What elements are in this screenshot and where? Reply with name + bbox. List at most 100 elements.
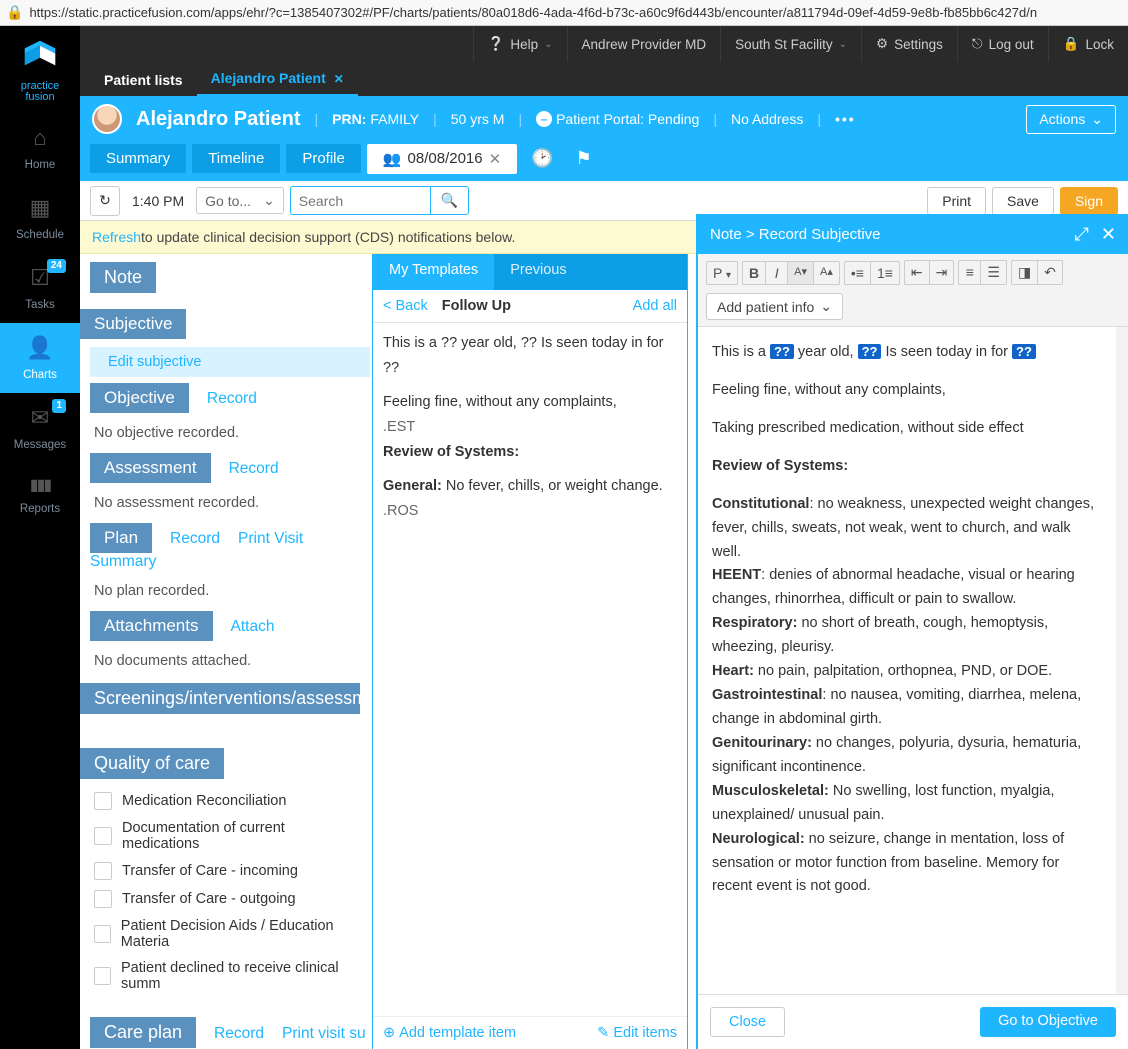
patient-address[interactable]: No Address [731,111,803,127]
italic-button[interactable]: I [766,262,788,284]
home-icon: ⌂ [0,125,80,151]
blank-field[interactable]: ?? [1012,344,1036,359]
template-line[interactable]: This is a ?? year old, ?? Is seen today … [383,331,677,380]
blank-field[interactable]: ?? [858,344,882,359]
add-all-link[interactable]: Add all [633,298,677,314]
facility-menu[interactable]: South St Facility⌄ [720,26,861,62]
help-menu[interactable]: ❔Help⌄ [473,26,567,62]
qoc-item[interactable]: Medication Reconciliation [80,787,380,815]
avatar[interactable] [92,104,122,134]
print-button[interactable]: Print [927,187,986,215]
search-icon: 🔍 [441,192,458,208]
undo-button[interactable]: ↶ [1038,261,1062,284]
outdent-button[interactable]: ⇤ [905,261,930,284]
template-line[interactable]: Feeling fine, without any complaints, [383,390,677,415]
tab-my-templates[interactable]: My Templates [373,254,494,290]
close-button[interactable]: Close [710,1007,785,1037]
subtab-profile[interactable]: Profile [286,144,361,173]
edit-items-link[interactable]: ✎Edit items [597,1025,677,1041]
back-link[interactable]: < Back [383,298,428,314]
qoc-item[interactable]: Transfer of Care - outgoing [80,885,380,913]
go-to-objective-button[interactable]: Go to Objective [980,1007,1116,1037]
subtab-summary[interactable]: Summary [90,144,186,173]
close-icon[interactable]: ✕ [489,150,502,168]
paragraph-style-dropdown[interactable]: P ▾ [707,262,737,284]
indent-button[interactable]: ⇥ [930,261,954,284]
user-menu[interactable]: Andrew Provider MD [567,26,721,62]
checkbox[interactable] [94,925,111,943]
checkbox[interactable] [94,862,112,880]
logout-link[interactable]: ⎋Log out [957,26,1048,62]
flag-icon[interactable]: ⚑ [568,142,600,175]
subtab-encounter[interactable]: 👥08/08/2016✕ [367,144,517,174]
tab-patient-lists[interactable]: Patient lists [90,64,197,96]
subtab-timeline[interactable]: Timeline [192,144,280,173]
template-footer: ⊕Add template item ✎Edit items [373,1016,687,1049]
refresh-button[interactable]: ↻ [90,186,120,216]
settings-link[interactable]: ⚙Settings [861,26,957,62]
editor-toolbar: P ▾ B I A▾ A▴ •≡ 1≡ ⇤ ⇥ ≡ ☰ [698,254,1128,327]
goto-dropdown[interactable]: Go to...⌄ [196,187,284,214]
more-icon[interactable]: ••• [835,111,856,127]
record-careplan-link[interactable]: Record [214,1025,264,1042]
nav-tasks[interactable]: ☑Tasks24 [0,253,80,323]
checkbox[interactable] [94,827,112,845]
qoc-item[interactable]: Patient declined to receive clinical sum… [80,955,380,997]
template-shortcut[interactable]: .EST [383,415,677,440]
font-larger-button[interactable]: A▴ [814,262,839,284]
screenings-heading: Screenings/interventions/assessm [80,683,360,714]
checkbox[interactable] [94,792,112,810]
edit-subjective-link[interactable]: Edit subjective [90,347,370,377]
qoc-item[interactable]: Documentation of current medications [80,815,380,857]
template-shortcut[interactable]: .ROS [383,499,677,524]
checkbox[interactable] [94,967,111,985]
qoc-item[interactable]: Patient Decision Aids / Education Materi… [80,913,380,955]
messages-badge: 1 [52,399,66,413]
eraser-button[interactable]: ◨ [1012,261,1038,284]
sign-button[interactable]: Sign [1060,187,1118,215]
qoc-item[interactable]: Transfer of Care - incoming [80,857,380,885]
template-line[interactable]: General: No fever, chills, or weight cha… [383,474,677,499]
logout-icon: ⎋ [972,36,983,52]
bold-button[interactable]: B [743,262,766,284]
search-input[interactable] [290,186,430,215]
align-center-button[interactable]: ☰ [981,261,1006,284]
note-heading: Note [90,262,156,293]
blank-field[interactable]: ?? [770,344,794,359]
font-smaller-button[interactable]: A▾ [788,262,814,284]
nav-charts[interactable]: 👤Charts [0,323,80,393]
attach-link[interactable]: Attach [231,618,275,635]
close-icon[interactable]: ✕ [1101,224,1116,245]
tab-previous[interactable]: Previous [494,254,582,290]
templates-panel: My Templates Previous < Back Follow Up A… [372,254,688,1049]
search-button[interactable]: 🔍 [430,186,469,215]
add-patient-info-dropdown[interactable]: Add patient info⌄ [706,293,843,320]
bullet-list-button[interactable]: •≡ [845,262,871,284]
record-objective-link[interactable]: Record [207,390,257,407]
actions-button[interactable]: Actions⌄ [1026,105,1116,134]
nav-messages[interactable]: ✉Messages1 [0,393,80,463]
nav-reports[interactable]: ▮▮▮Reports [0,463,80,527]
lock-link[interactable]: 🔒Lock [1048,26,1128,62]
align-left-button[interactable]: ≡ [959,261,981,284]
checkbox[interactable] [94,890,112,908]
expand-icon[interactable]: ⤢ [1075,224,1089,245]
record-assessment-link[interactable]: Record [229,460,279,477]
tab-patient-active[interactable]: Alejandro Patient✕ [197,62,358,96]
add-template-item-link[interactable]: ⊕Add template item [383,1025,516,1041]
portal-status[interactable]: Patient Portal: Pending [556,111,699,127]
save-button[interactable]: Save [992,187,1054,215]
nav-schedule[interactable]: ▦Schedule [0,183,80,253]
nav-home[interactable]: ⌂Home [0,113,80,183]
notification-text: to update clinical decision support (CDS… [141,229,515,245]
close-icon[interactable]: ✕ [334,72,344,86]
record-plan-link[interactable]: Record [170,530,220,547]
no-plan-text: No plan recorded. [80,577,380,605]
print-visit-s-link[interactable]: Print visit su [282,1025,366,1042]
refresh-link[interactable]: Refresh [92,229,141,245]
history-icon[interactable]: 🕑 [523,142,561,175]
chevron-down-icon: ⌄ [839,39,847,50]
number-list-button[interactable]: 1≡ [871,262,899,284]
editor-body[interactable]: This is a ?? year old, ?? Is seen today … [698,327,1128,994]
chevron-down-icon: ▾ [726,270,731,281]
